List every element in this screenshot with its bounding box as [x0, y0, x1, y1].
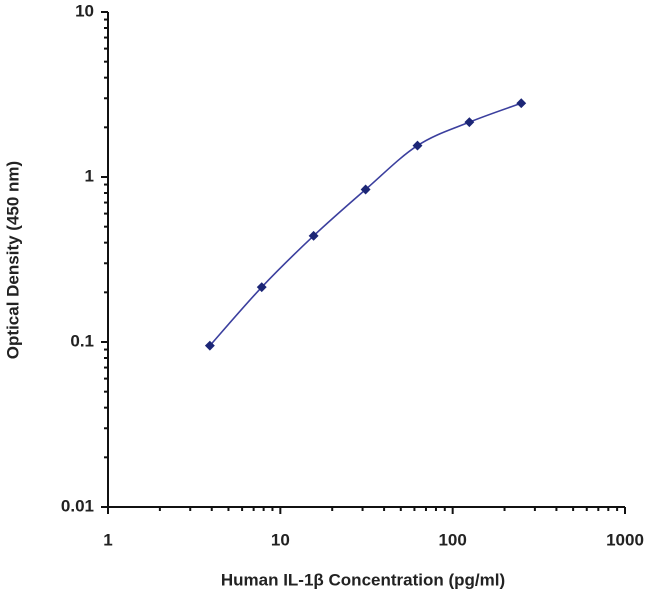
data-point — [412, 140, 423, 151]
x-tick-label: 1000 — [606, 530, 644, 549]
y-tick-label: 10 — [75, 1, 94, 20]
y-tick-label: 0.01 — [61, 496, 94, 515]
data-point — [360, 184, 371, 195]
data-point — [516, 98, 527, 109]
data-point — [308, 230, 319, 241]
data-point — [204, 340, 215, 351]
x-tick-label: 100 — [438, 530, 466, 549]
data-line — [209, 102, 522, 347]
x-axis-label: Human IL-1β Concentration (pg/ml) — [221, 570, 505, 589]
x-tick-label: 10 — [271, 530, 290, 549]
data-point — [256, 282, 267, 293]
y-tick-label: 0.1 — [70, 331, 94, 350]
y-tick-label: 1 — [85, 166, 94, 185]
y-axis-label: Optical Density (450 nm) — [3, 161, 22, 359]
x-tick-label: 1 — [103, 530, 112, 549]
data-point — [464, 117, 475, 128]
